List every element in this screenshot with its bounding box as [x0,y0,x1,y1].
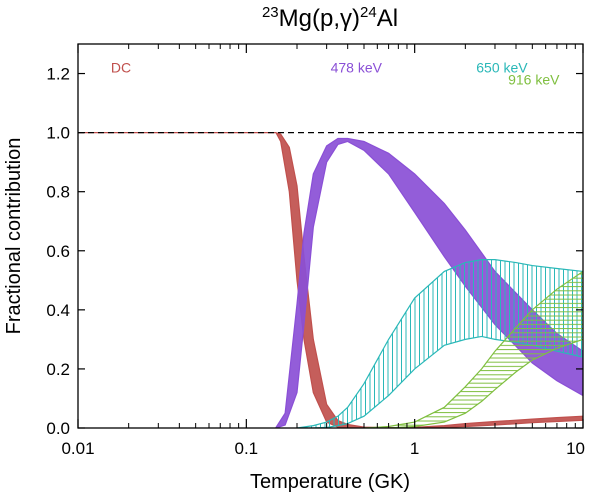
y-tick-label: 0.8 [46,183,70,202]
band-916-kev [363,270,583,428]
y-tick-label: 1.2 [46,65,70,84]
series-label-dc: DC [111,60,131,76]
y-tick-label: 0.0 [46,419,70,438]
y-tick-label: 0.2 [46,360,70,379]
series-label-916-kev: 916 keV [508,71,560,87]
x-tick-label: 1 [410,439,419,458]
chart-title: 23Mg(p,γ)24Al [262,4,398,32]
band-dc [78,132,583,428]
x-tick-label: 10 [566,439,585,458]
band-478-kev [275,137,583,428]
y-tick-label: 0.4 [46,301,70,320]
band-650-kev [296,259,583,428]
y-tick-label: 1.0 [46,124,70,143]
y-axis-title: Fractional contribution [3,138,25,335]
axes-layer: 0.0 0.2 0.4 0.6 0.8 1.0 1.2 0.01 0.1 1 10 [46,44,585,458]
x-axis-title: Temperature (GK) [250,471,410,493]
plot-frame [77,43,584,429]
bands-layer [78,132,583,428]
y-tick-label: 0.6 [46,242,70,261]
series-label-478-kev: 478 keV [331,60,383,76]
x-tick-label: 0.1 [235,439,259,458]
series-label-650-kev: 650 keV [476,60,528,76]
x-tick-label: 0.01 [61,439,94,458]
